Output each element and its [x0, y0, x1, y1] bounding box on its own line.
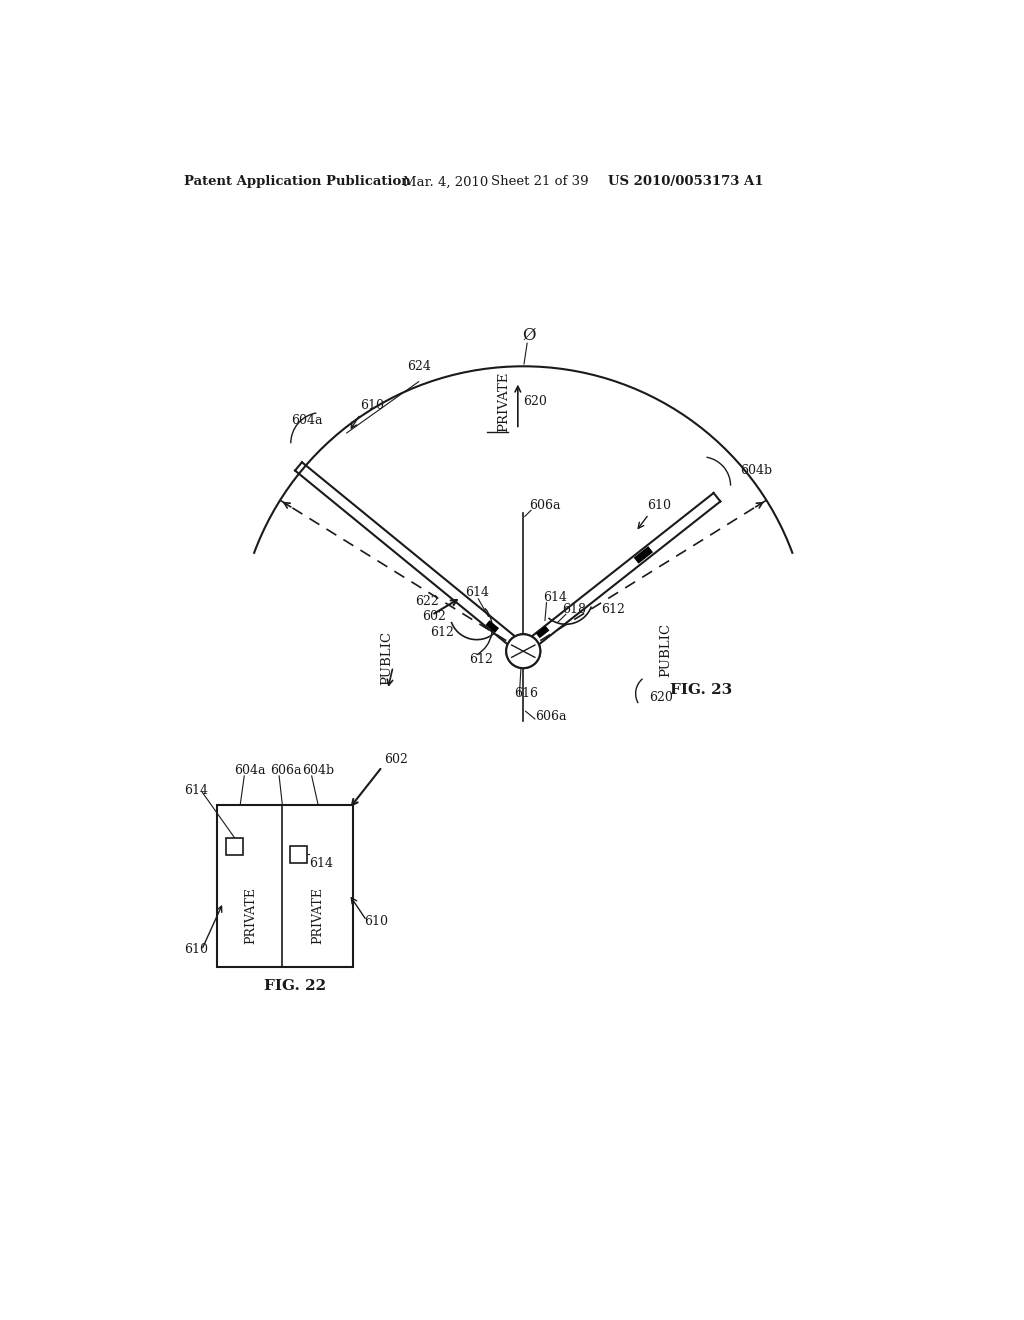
Text: 604b: 604b — [302, 764, 335, 777]
Text: 602: 602 — [384, 752, 408, 766]
Bar — [217, 805, 352, 966]
Text: Mar. 4, 2010: Mar. 4, 2010 — [403, 176, 488, 189]
Text: 610: 610 — [184, 942, 209, 956]
Text: PRIVATE: PRIVATE — [498, 371, 510, 432]
Text: PRIVATE: PRIVATE — [245, 887, 257, 944]
Text: 612: 612 — [430, 626, 454, 639]
Text: Patent Application Publication: Patent Application Publication — [183, 176, 411, 189]
Text: Ø: Ø — [522, 326, 537, 343]
Text: 602: 602 — [423, 610, 446, 623]
Text: 614: 614 — [309, 857, 334, 870]
Polygon shape — [536, 626, 550, 638]
Text: 618: 618 — [562, 603, 586, 615]
Text: 606a: 606a — [529, 499, 561, 512]
Text: 604a: 604a — [234, 764, 265, 777]
Text: PRIVATE: PRIVATE — [311, 887, 324, 944]
Text: FIG. 22: FIG. 22 — [263, 979, 326, 993]
Text: 606a: 606a — [270, 764, 301, 777]
Polygon shape — [634, 546, 653, 564]
Text: 620: 620 — [649, 692, 674, 705]
Text: 604a: 604a — [291, 414, 323, 428]
Text: 604b: 604b — [740, 465, 772, 477]
Text: 612: 612 — [601, 603, 625, 615]
Text: 606a: 606a — [535, 710, 566, 723]
Circle shape — [506, 635, 541, 668]
Text: US 2010/0053173 A1: US 2010/0053173 A1 — [608, 176, 764, 189]
Text: 612: 612 — [469, 653, 493, 665]
Bar — [226, 838, 244, 855]
Text: 610: 610 — [365, 915, 388, 928]
Text: 614: 614 — [465, 586, 489, 599]
Text: 622: 622 — [415, 595, 438, 609]
Text: PUBLIC: PUBLIC — [380, 631, 393, 685]
Text: PUBLIC: PUBLIC — [658, 623, 672, 677]
Circle shape — [506, 635, 541, 668]
Text: 610: 610 — [647, 499, 672, 512]
Text: Sheet 21 of 39: Sheet 21 of 39 — [490, 176, 589, 189]
Text: 614: 614 — [184, 784, 209, 797]
Text: 624: 624 — [407, 360, 431, 374]
Text: FIG. 23: FIG. 23 — [671, 682, 733, 697]
Text: 610: 610 — [360, 399, 384, 412]
Bar — [290, 846, 307, 863]
Text: 614: 614 — [543, 591, 566, 605]
Text: 616: 616 — [514, 688, 538, 701]
Text: 620: 620 — [523, 395, 547, 408]
Polygon shape — [485, 620, 499, 632]
